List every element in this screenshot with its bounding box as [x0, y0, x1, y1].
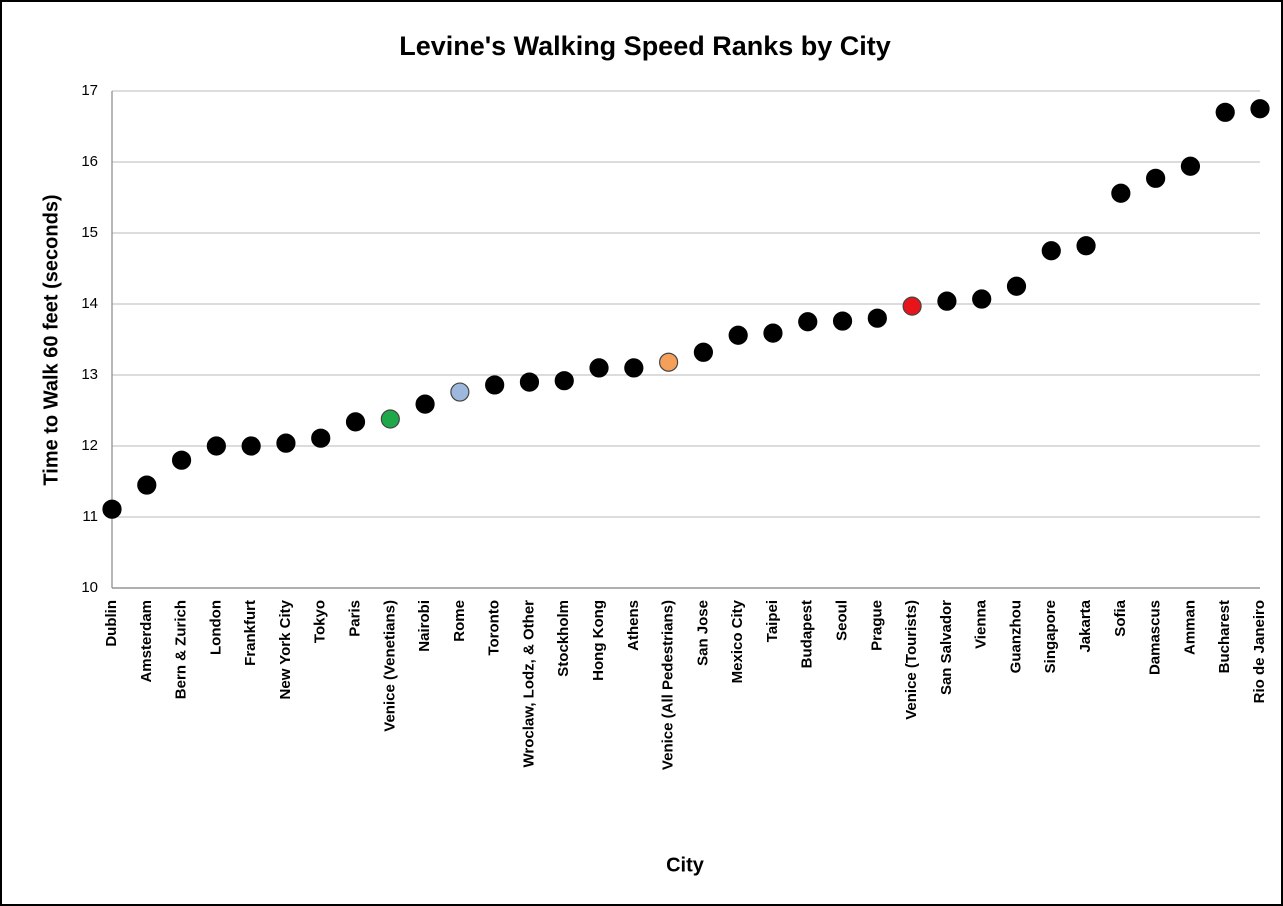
y-tick-label: 17 [81, 82, 98, 99]
x-tick-label: Paris [346, 600, 363, 637]
chart-title: Levine's Walking Speed Ranks by City [399, 31, 891, 61]
point [1215, 102, 1235, 122]
x-tick-label: Damascus [1147, 600, 1164, 675]
y-tick-label: 14 [81, 295, 98, 312]
point [485, 375, 505, 395]
x-tick-label: Rome [451, 600, 468, 642]
x-tick-label: Mexico City [729, 599, 746, 683]
point [1250, 99, 1270, 119]
point [693, 342, 713, 362]
point [137, 475, 157, 495]
x-tick-label: Singapore [1042, 600, 1059, 673]
x-tick-label: Bern & Zurich [173, 600, 190, 699]
x-tick-label: Toronto [486, 600, 503, 656]
x-tick-label: Sofia [1112, 599, 1129, 636]
x-tick-label: New York City [277, 599, 294, 699]
point [1076, 236, 1096, 256]
x-tick-label: Stockholm [555, 600, 572, 677]
point [102, 499, 122, 519]
x-tick-label: Bucharest [1216, 600, 1233, 673]
point [624, 358, 644, 378]
x-tick-label: Guanzhou [1007, 600, 1024, 673]
point [798, 312, 818, 332]
point [1146, 168, 1166, 188]
x-tick-label: San Salvador [938, 600, 955, 695]
x-tick-label: Wroclaw, Lodz, & Other [520, 600, 537, 768]
x-tick-label: Seoul [834, 600, 851, 641]
point [902, 296, 922, 316]
point [171, 450, 192, 470]
x-tick-label: Tokyo [312, 600, 329, 643]
point [937, 291, 957, 311]
x-tick-label: Athens [625, 600, 642, 651]
point [206, 436, 226, 456]
x-tick-label: Hong Kong [590, 600, 607, 681]
x-tick-label: Amsterdam [138, 600, 155, 683]
y-axis-title: Time to Walk 60 feet (seconds) [40, 194, 62, 485]
point [276, 433, 296, 453]
point [380, 409, 400, 429]
y-tick-label: 13 [81, 366, 98, 383]
x-tick-label: Taipei [764, 600, 781, 642]
x-tick-label: Budapest [799, 600, 816, 668]
point [519, 372, 540, 392]
x-tick-label: London [207, 600, 224, 655]
x-tick-label: Venice (All Pedestrians) [660, 600, 677, 770]
point [659, 352, 679, 372]
x-axis-title: City [666, 854, 705, 876]
x-tick-label: Venice (Tourists) [903, 600, 920, 720]
x-tick-label: Dublin [103, 600, 120, 647]
y-tick-label: 15 [81, 224, 98, 241]
x-tick-label: Vienna [973, 599, 990, 649]
point [728, 325, 748, 345]
y-tick-label: 10 [81, 579, 98, 596]
point [554, 371, 574, 391]
x-tick-label: Jakarta [1077, 599, 1094, 652]
point [763, 323, 783, 343]
x-tick-label: Nairobi [416, 600, 433, 652]
point [589, 358, 609, 378]
point [832, 311, 853, 331]
point [1111, 183, 1131, 203]
y-tick-label: 11 [82, 508, 98, 525]
x-tick-label: Rio de Janeiro [1251, 600, 1268, 703]
point [1041, 241, 1061, 261]
point [1006, 276, 1027, 296]
x-tick-label: Frankfurt [242, 600, 259, 666]
point [415, 394, 435, 414]
point [867, 308, 887, 328]
x-tick-label: Amman [1181, 600, 1198, 655]
x-tick-label: San Jose [694, 600, 711, 666]
x-tick-label: Prague [868, 600, 885, 651]
x-tick-label: Venice (Venetians) [381, 600, 398, 732]
point [972, 289, 992, 309]
y-tick-label: 16 [81, 153, 98, 170]
point [1180, 156, 1201, 176]
point [311, 428, 331, 448]
y-tick-label: 12 [81, 437, 98, 454]
point [450, 382, 470, 402]
point [241, 436, 261, 456]
point [345, 412, 366, 432]
